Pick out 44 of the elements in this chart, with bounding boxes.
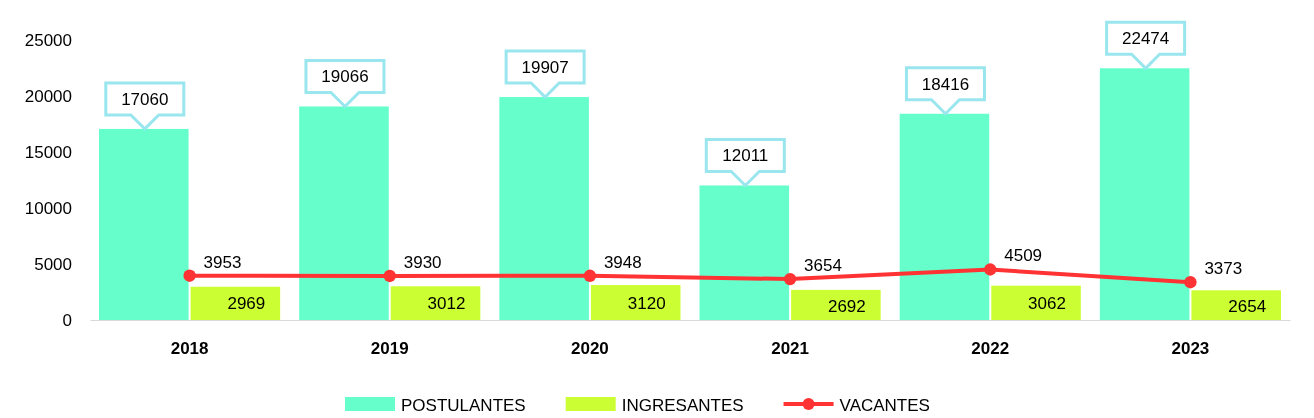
data-label: 3062: [1028, 293, 1066, 313]
x-tick-label: 2020: [571, 339, 609, 359]
bar: [791, 289, 881, 320]
x-tick-label: 2023: [1171, 339, 1210, 359]
data-label: 3012: [427, 294, 466, 314]
data-label: 2692: [827, 296, 866, 316]
point: [1184, 276, 1197, 289]
y-tick-label: 15000: [24, 142, 72, 162]
bar: [590, 285, 681, 320]
point: [783, 272, 797, 286]
x-tick-label: 2022: [971, 339, 1010, 359]
data-label: 19066: [321, 67, 369, 87]
point: [183, 269, 196, 282]
data-label: 3953: [203, 252, 242, 272]
point: [383, 269, 396, 283]
bar: [390, 286, 481, 320]
data-label: 3120: [627, 293, 666, 313]
y-tick-label: 5000: [34, 254, 72, 274]
y-tick-label: 0: [62, 310, 72, 330]
data-label: 2969: [227, 294, 266, 314]
y-tick-label: 25000: [24, 30, 72, 50]
x-tick-label: 2019: [370, 339, 409, 359]
y-tick-label: 10000: [24, 198, 72, 218]
data-label: 3948: [603, 252, 642, 272]
data-label: 19907: [521, 58, 569, 78]
point: [583, 269, 597, 282]
legend-label: INGRESANTES: [621, 396, 744, 415]
data-label: 3654: [804, 256, 842, 276]
data-label: 4509: [1004, 246, 1043, 266]
y-tick-label: 20000: [24, 86, 72, 106]
x-tick-label: 2021: [771, 339, 809, 359]
x-tick-label: 2018: [170, 339, 209, 359]
point: [984, 263, 997, 276]
bar: [1191, 290, 1281, 320]
data-label: 22474: [1121, 29, 1170, 49]
legend-label: POSTULANTES: [401, 396, 526, 415]
data-label: 12011: [722, 146, 769, 166]
data-label: 17060: [121, 89, 169, 109]
data-label: 2654: [1228, 297, 1267, 317]
data-label: 18416: [921, 74, 970, 94]
bar: [991, 285, 1081, 320]
data-label: 3930: [403, 252, 442, 272]
data-label: 3373: [1204, 259, 1243, 279]
legend-label: VACANTES: [839, 396, 930, 415]
